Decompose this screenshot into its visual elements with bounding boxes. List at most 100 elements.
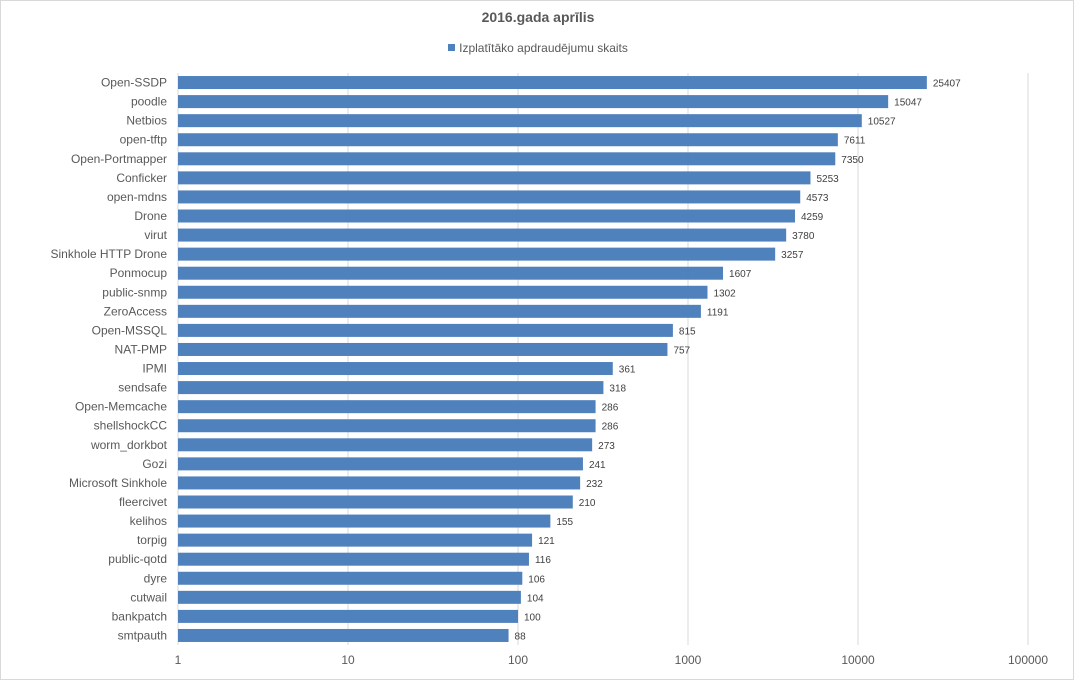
bar: [178, 362, 613, 376]
category-label: Open-Memcache: [75, 400, 167, 414]
bar: [178, 381, 604, 395]
category-label: Sinkhole HTTP Drone: [51, 247, 168, 261]
data-label: 4573: [806, 193, 829, 204]
data-label: 106: [528, 574, 545, 585]
category-label: torpig: [137, 533, 167, 547]
data-label: 286: [602, 422, 619, 433]
category-label: public-snmp: [102, 285, 167, 299]
category-label: smtpauth: [118, 628, 167, 642]
category-label: Gozi: [142, 457, 167, 471]
bar: [178, 438, 593, 452]
bar: [178, 628, 509, 642]
bar: [178, 209, 795, 223]
x-tick-label: 10000: [841, 653, 875, 667]
bar: [178, 457, 583, 471]
bar: [178, 285, 708, 299]
data-label: 815: [679, 326, 696, 337]
category-label: Open-Portmapper: [71, 152, 167, 166]
category-label: open-mdns: [107, 190, 167, 204]
legend-swatch: [448, 44, 456, 52]
data-label: 4259: [801, 212, 824, 223]
data-label: 3780: [792, 231, 815, 242]
data-label: 1302: [713, 288, 736, 299]
legend-label: Izplatītāko apdraudējumu skaits: [459, 41, 628, 55]
category-label: Ponmocup: [110, 266, 168, 280]
bar: [178, 114, 862, 128]
x-tick-label: 10: [341, 653, 355, 667]
category-label: worm_dorkbot: [90, 438, 168, 452]
bar: [178, 514, 551, 528]
bar: [178, 133, 838, 147]
data-label: 232: [586, 479, 603, 490]
bar: [178, 266, 724, 280]
bar: [178, 419, 596, 433]
category-label: Open-MSSQL: [92, 323, 168, 337]
chart-title: 2016.gada aprīlis: [481, 9, 595, 25]
data-label: 104: [527, 593, 544, 604]
bar: [178, 609, 518, 623]
category-label: Drone: [134, 209, 167, 223]
data-label: 1191: [707, 307, 729, 318]
data-label: 273: [598, 441, 615, 452]
x-tick-label: 100000: [1008, 653, 1048, 667]
data-label: 88: [515, 631, 527, 642]
bar: [178, 400, 596, 414]
category-label: fleercivet: [119, 495, 168, 509]
data-label: 3257: [781, 250, 804, 261]
category-label: cutwail: [130, 590, 167, 604]
x-tick-label: 1: [175, 653, 182, 667]
category-label: virut: [144, 228, 167, 242]
x-tick-label: 1000: [675, 653, 702, 667]
category-label: open-tftp: [120, 133, 168, 147]
category-label: ZeroAccess: [104, 304, 167, 318]
data-label: 361: [619, 365, 636, 376]
bar: [178, 152, 836, 166]
category-label: shellshockCC: [94, 419, 168, 433]
data-label: 155: [556, 517, 573, 528]
bar: [178, 476, 581, 490]
data-label: 5253: [816, 174, 839, 185]
category-label: Conficker: [116, 171, 167, 185]
bar: [178, 571, 523, 585]
bar: [178, 590, 521, 604]
category-label: kelihos: [130, 514, 167, 528]
bar: [178, 495, 573, 509]
category-label: IPMI: [142, 362, 167, 376]
data-label: 7611: [844, 136, 866, 147]
bar: [178, 533, 533, 547]
bar: [178, 76, 927, 90]
category-label: Microsoft Sinkhole: [69, 476, 167, 490]
data-label: 757: [673, 345, 690, 356]
category-label: bankpatch: [112, 609, 167, 623]
data-label: 7350: [841, 155, 864, 166]
chart-legend: Izplatītāko apdraudējumu skaits: [0, 41, 1076, 55]
bar: [178, 171, 811, 185]
category-label: Open-SSDP: [101, 76, 167, 90]
data-label: 210: [579, 498, 596, 509]
bar: [178, 95, 889, 109]
bar: [178, 228, 787, 242]
category-label: poodle: [131, 95, 167, 109]
category-label: sendsafe: [118, 381, 167, 395]
bar: [178, 342, 668, 356]
data-label: 100: [524, 612, 541, 623]
data-label: 1607: [729, 269, 752, 280]
data-label: 286: [602, 403, 619, 414]
bar: [178, 190, 801, 204]
category-label: Netbios: [126, 114, 167, 128]
bar: [178, 304, 701, 318]
bar: [178, 247, 776, 261]
category-label: public-qotd: [108, 552, 167, 566]
data-label: 241: [589, 460, 606, 471]
category-label: NAT-PMP: [115, 342, 167, 356]
bar: [178, 552, 529, 566]
data-label: 318: [609, 384, 626, 395]
category-label: dyre: [144, 571, 168, 585]
data-label: 121: [538, 536, 555, 547]
bar: [178, 323, 673, 337]
data-label: 10527: [868, 117, 896, 128]
data-label: 15047: [894, 98, 922, 109]
data-label: 25407: [933, 79, 961, 90]
